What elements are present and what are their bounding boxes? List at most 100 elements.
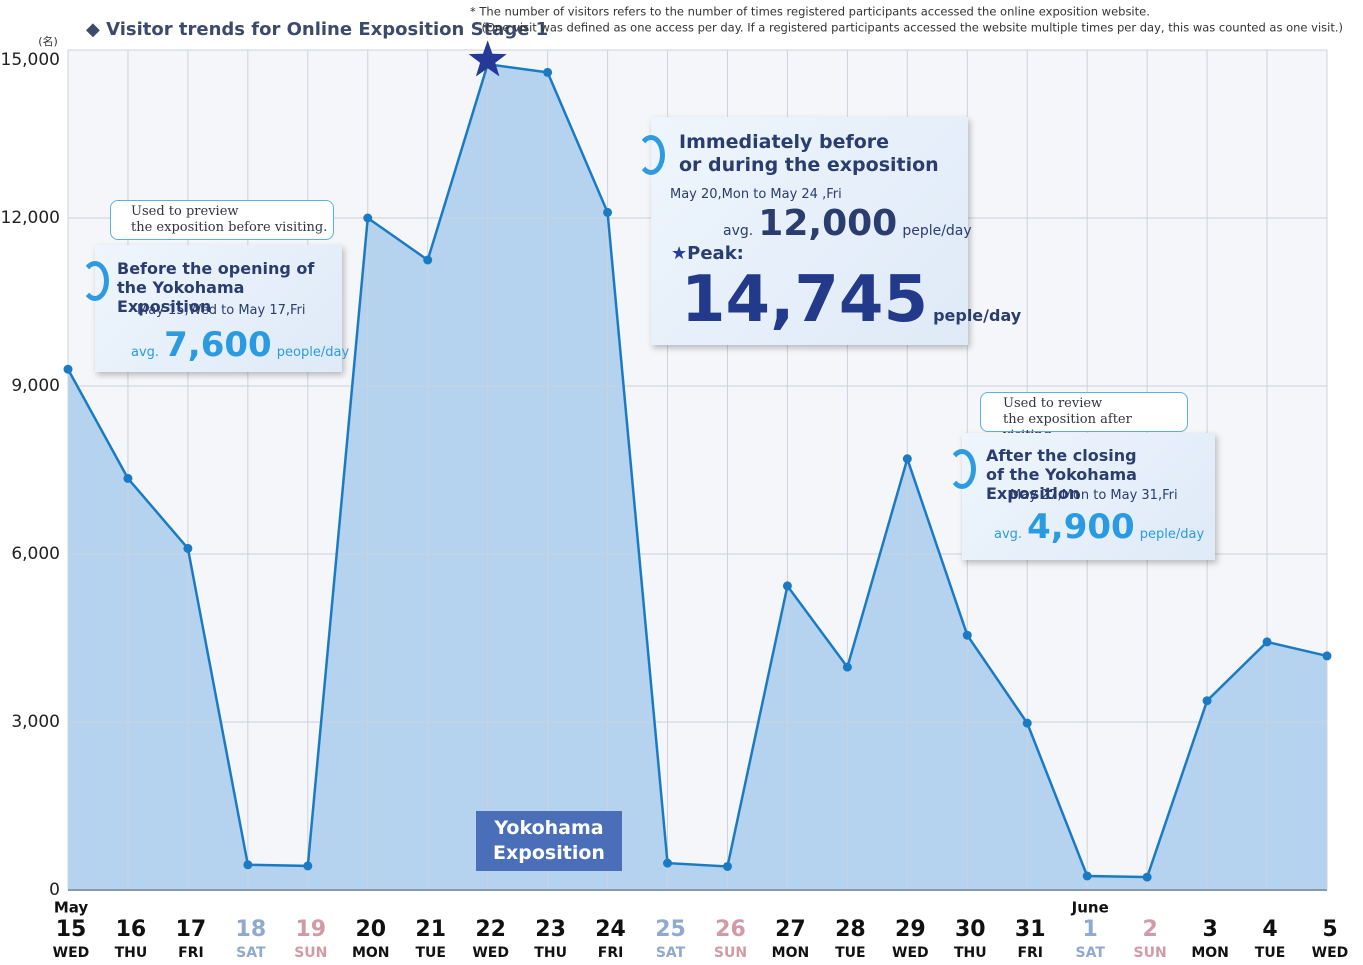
x-tick-label: 19 <box>295 917 326 942</box>
callout: Used to preview the exposition before vi… <box>110 200 334 240</box>
y-tick-label: 3,000 <box>11 712 60 732</box>
x-tick-label: 5 <box>1322 917 1337 942</box>
marker <box>1202 696 1212 706</box>
weekday-label: SUN <box>1134 945 1167 961</box>
period: May 20,Mon to May 24 ,Fri <box>670 187 842 202</box>
weekday-label: FRI <box>1017 945 1043 961</box>
avg-prefix: avg. <box>723 223 754 239</box>
weekday-label: THU <box>534 945 567 961</box>
annotation-box: Immediately before or during the exposit… <box>637 117 1021 345</box>
x-tick-label: 30 <box>955 917 986 942</box>
period: May 27,Mon to May 31,Fri <box>1010 488 1178 503</box>
x-tick-label: 20 <box>355 917 386 942</box>
weekday-label: TUE <box>415 945 445 961</box>
x-tick-label: 16 <box>116 917 147 942</box>
weekday-label: MON <box>352 945 390 961</box>
annotation-box: After the closing of the Yokohama Exposi… <box>948 433 1215 560</box>
heading: or during the exposition <box>679 154 939 176</box>
x-tick-label: 1 <box>1083 917 1098 942</box>
x-tick-label: 2 <box>1142 917 1157 942</box>
avg-prefix: avg. <box>131 345 160 360</box>
x-tick-label: 18 <box>236 917 267 942</box>
star-icon: ★ <box>671 243 688 264</box>
event-label-line: Yokohama <box>494 817 604 839</box>
marker <box>1082 871 1092 881</box>
peak-value: 14,745 <box>681 263 928 337</box>
x-tick-label: 3 <box>1202 917 1217 942</box>
avg-value: 7,600 <box>164 325 272 365</box>
weekday-label: TUE <box>835 945 865 961</box>
annotation-box: Before the opening of the Yokohama Expos… <box>81 245 349 372</box>
marker <box>123 473 133 483</box>
x-tick-label: 22 <box>475 917 506 942</box>
event-label-line: Exposition <box>493 842 605 864</box>
weekday-label: SUN <box>294 945 327 961</box>
heading: Before the opening of <box>117 259 315 278</box>
marker <box>1262 637 1272 647</box>
y-tick-label: 0 <box>49 880 60 900</box>
heading: Immediately before <box>679 131 890 153</box>
avg-value: 12,000 <box>758 203 898 244</box>
avg-prefix: avg. <box>994 527 1023 542</box>
weekday-label: WED <box>53 945 90 961</box>
x-tick-label: 17 <box>176 917 207 942</box>
weekday-label: MON <box>1191 945 1229 961</box>
marker <box>63 364 73 374</box>
y-tick-label: 9,000 <box>11 376 60 396</box>
icon <box>81 261 109 301</box>
callout-text: Used to review <box>1003 396 1103 411</box>
chart-title: ◆ Visitor trends for Online Exposition S… <box>86 19 548 40</box>
x-tick-label: 29 <box>895 917 926 942</box>
avg-unit: peple/day <box>1139 527 1205 542</box>
icon <box>637 135 665 175</box>
note: (One visit was defined as one access per… <box>482 21 1343 35</box>
y-tick-label: 12,000 <box>1 208 60 228</box>
x-tick-label: 31 <box>1015 917 1046 942</box>
weekday-label: SAT <box>236 945 266 961</box>
marker <box>423 255 433 265</box>
heading: the Yokohama Exposition <box>117 278 245 316</box>
marker <box>722 861 732 871</box>
avg-unit: peple/day <box>902 223 972 239</box>
marker <box>902 454 912 464</box>
marker <box>663 858 673 868</box>
marker <box>183 543 193 553</box>
weekday-label: SAT <box>656 945 686 961</box>
month-label: June <box>1071 899 1109 917</box>
x-tick-label: 28 <box>835 917 866 942</box>
line <box>66 62 1328 879</box>
weekday-label: TUE <box>1255 945 1285 961</box>
weekday-label: WED <box>1312 945 1349 961</box>
peak-unit: peple/day <box>933 306 1022 325</box>
weekday-label: THU <box>115 945 148 961</box>
month-label: May <box>54 899 89 917</box>
x-tick-label: 24 <box>595 917 626 942</box>
marker <box>782 581 792 591</box>
weekday-label: SAT <box>1075 945 1105 961</box>
marker <box>603 207 613 217</box>
icon <box>948 449 976 489</box>
weekday-label: THU <box>954 945 987 961</box>
heading: of the Yokohama Exposition <box>986 465 1137 503</box>
marker <box>243 860 253 870</box>
heading: After the closing <box>986 446 1137 465</box>
x-tick-label: 15 <box>56 917 87 942</box>
y-axis-label: (名) <box>38 34 58 48</box>
avg-unit: people/day <box>276 345 350 360</box>
y-tick-label: 15,000 <box>1 50 60 70</box>
x-tick-label: 4 <box>1262 917 1277 942</box>
x-tick-label: 27 <box>775 917 806 942</box>
weekday-label: FRI <box>178 945 204 961</box>
callout-text: Used to preview <box>131 204 239 219</box>
x-tick-label: 21 <box>415 917 446 942</box>
area <box>68 64 1327 890</box>
marker <box>303 861 313 871</box>
marker <box>363 213 373 223</box>
marker <box>962 630 972 640</box>
note: * The number of visitors refers to the n… <box>470 5 1150 19</box>
marker <box>1322 651 1332 661</box>
x-tick-label: 23 <box>535 917 566 942</box>
marker <box>842 662 852 672</box>
marker <box>1022 718 1032 728</box>
